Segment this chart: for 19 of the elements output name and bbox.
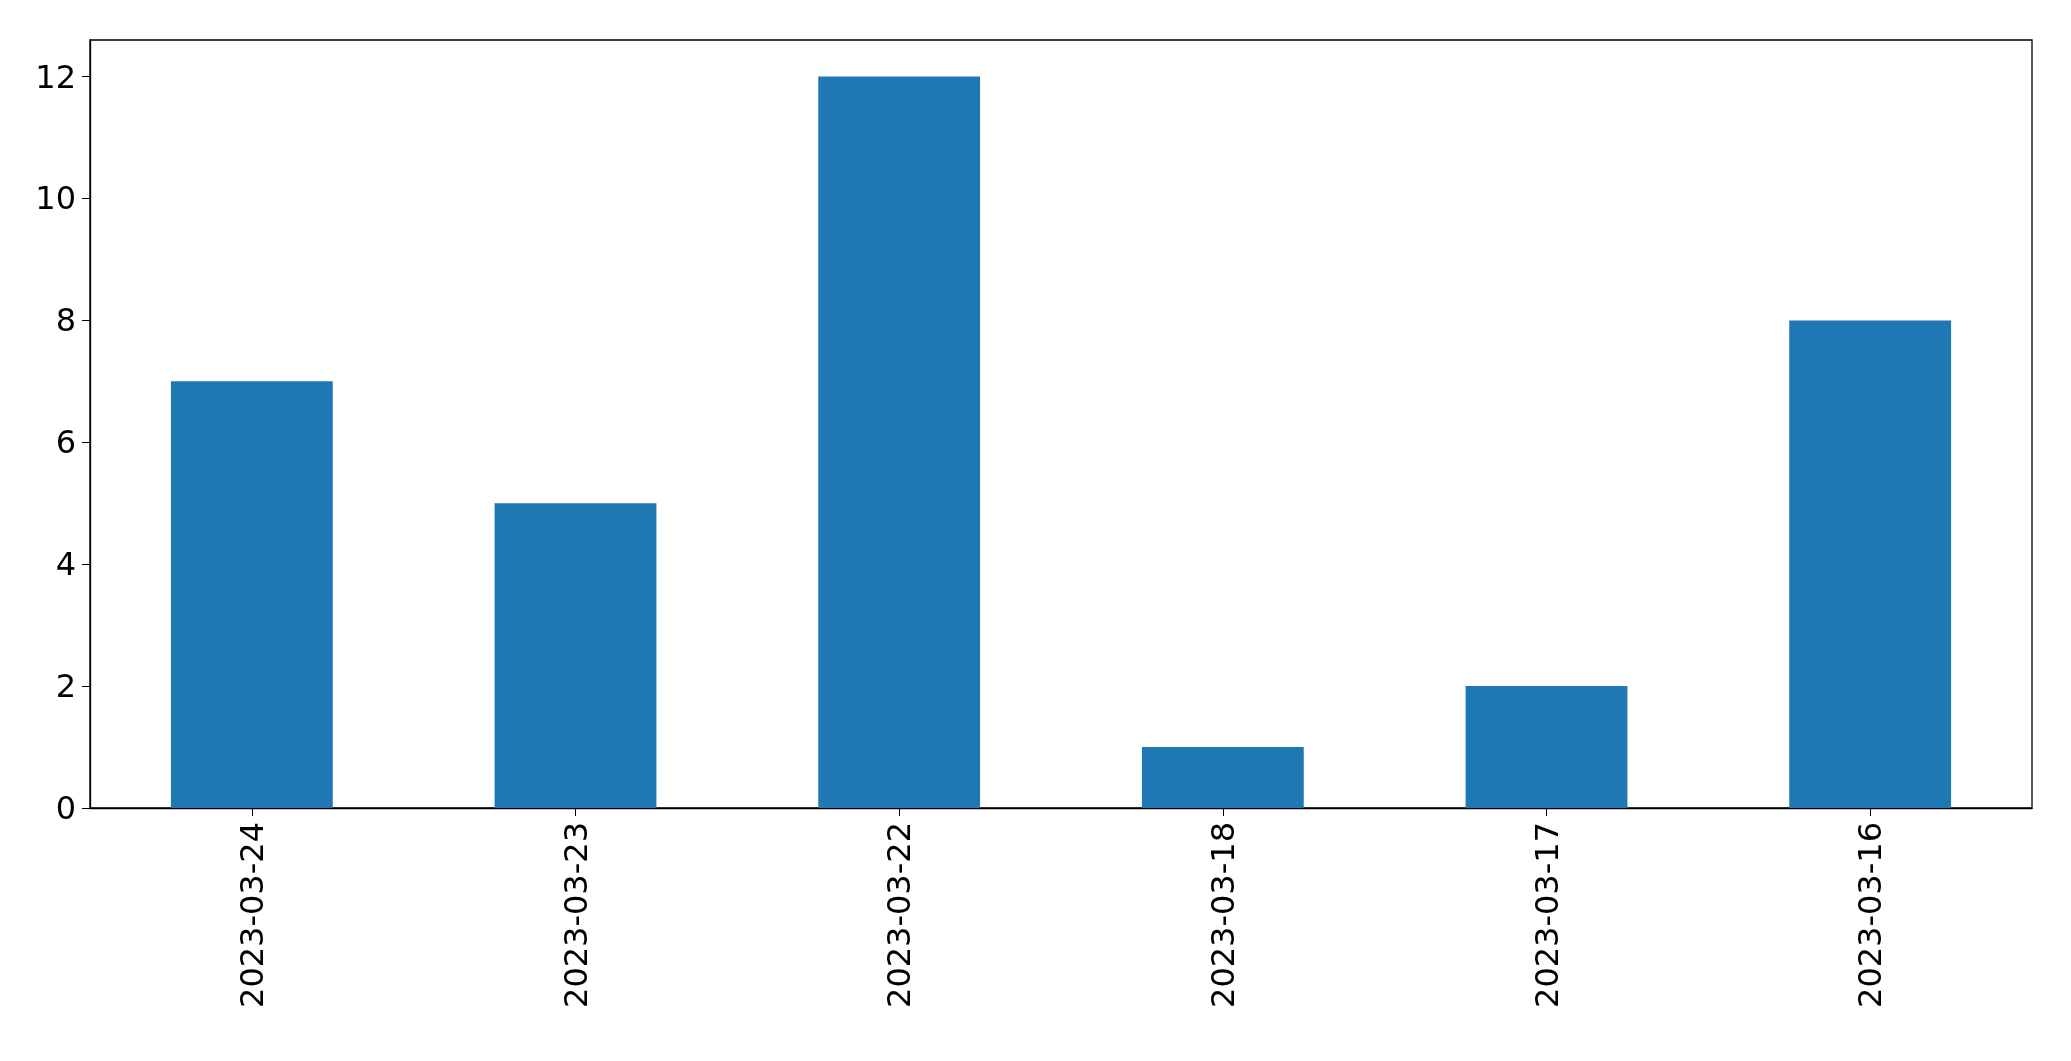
x-tick-label: 2023-03-18: [1203, 822, 1242, 1008]
bar: [818, 76, 981, 808]
x-tick-label: 2023-03-23: [556, 822, 595, 1008]
bar: [1465, 686, 1628, 808]
x-tick-label: 2023-03-17: [1527, 822, 1566, 1008]
y-tick-label: 2: [55, 667, 76, 706]
bar: [494, 503, 657, 808]
y-tick-label: 10: [35, 179, 76, 218]
y-tick-label: 0: [55, 789, 76, 827]
bar: [1141, 747, 1304, 808]
x-tick-label: 2023-03-16: [1851, 822, 1890, 1008]
bar: [1789, 320, 1952, 808]
y-tick-label: 4: [55, 545, 76, 584]
x-tick-label: 2023-03-24: [232, 822, 271, 1008]
y-tick-label: 8: [55, 301, 76, 340]
bar: [170, 381, 333, 808]
y-tick-label: 6: [55, 423, 76, 462]
x-tick-label: 2023-03-22: [880, 822, 919, 1008]
y-tick-label: 12: [35, 57, 76, 96]
